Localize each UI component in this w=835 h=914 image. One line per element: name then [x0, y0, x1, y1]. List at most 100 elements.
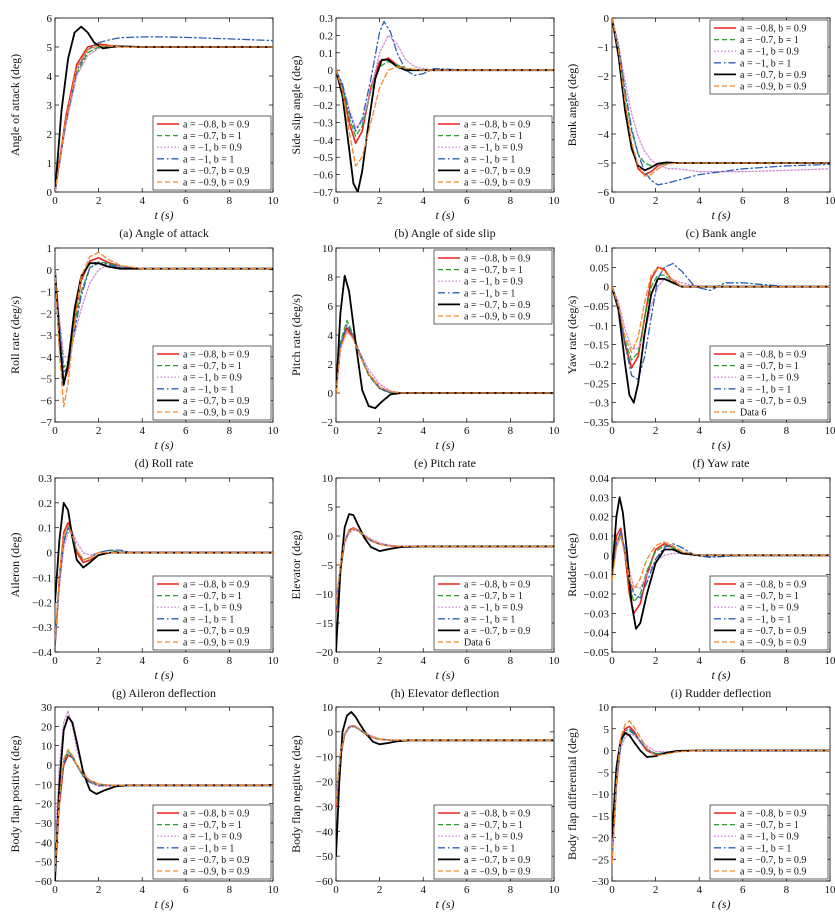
legend-entry: a = −0.7, b = 1	[183, 131, 242, 142]
legend-entry: a = −0.7, b = 1	[464, 131, 523, 142]
y-tick-label: 5	[47, 42, 53, 54]
y-tick-label: −6	[597, 187, 609, 199]
x-tick-label: 2	[653, 884, 659, 896]
legend: a = −0.8, b = 0.9a = −0.7, b = 1a = −1, …	[709, 575, 829, 651]
panel-b: 0 2 4 6 8 10 −0.7 −0.6 −0.5 −0.4 −0.3 −0.2 −0.1 0 0.1 0…	[289, 13, 560, 240]
legend-entry: a = −1, b = 1	[740, 614, 791, 625]
x-tick-label: 4	[420, 195, 426, 207]
legend-box	[152, 804, 272, 880]
legend: a = −0.8, b = 0.9a = −0.7, b = 1a = −1, …	[152, 804, 272, 880]
y-tick-label: −0.03	[584, 608, 610, 620]
y-tick-label: −1	[597, 42, 609, 54]
series-line-6	[336, 527, 554, 607]
y-tick-label: 1	[47, 158, 53, 170]
y-tick-label: −2	[40, 308, 52, 320]
y-tick-label: 0	[604, 13, 610, 25]
x-axis-label: t (s)	[436, 438, 455, 452]
series-line-6	[55, 748, 273, 872]
x-tick-label: 8	[784, 425, 790, 437]
y-tick-label: 0.02	[590, 512, 609, 524]
y-tick-label: 10	[322, 702, 334, 714]
y-tick-label: −0.5	[313, 152, 333, 164]
legend-entry: a = −1, b = 0.9	[740, 832, 799, 843]
series-line-5	[612, 732, 830, 839]
x-tick-label: 10	[549, 425, 561, 437]
y-tick-label: −0.4	[32, 647, 52, 659]
legend-entry: a = −1, b = 1	[183, 843, 234, 854]
panel-caption: (b) Angle of side slip	[394, 226, 495, 240]
legend-box	[433, 249, 553, 325]
legend-entry: a = −1, b = 0.9	[464, 832, 523, 843]
x-tick-label: 2	[377, 655, 383, 667]
x-tick-label: 10	[825, 195, 835, 207]
x-axis-label: t (s)	[436, 897, 455, 911]
x-tick-label: 0	[333, 884, 339, 896]
x-tick-label: 10	[268, 425, 280, 437]
y-tick-label: 0	[604, 550, 610, 562]
legend-entry: a = −0.7, b = 0.9	[464, 166, 530, 177]
y-tick-label: −5	[597, 158, 609, 170]
y-tick-label: −2	[321, 417, 333, 429]
legend-entry: a = −0.7, b = 1	[740, 591, 799, 602]
x-tick-label: 6	[740, 655, 746, 667]
y-tick-label: −4	[597, 129, 609, 141]
x-tick-label: 10	[549, 884, 561, 896]
legend-entry: a = −0.7, b = 1	[740, 35, 799, 46]
x-axis-label: t (s)	[155, 668, 174, 682]
legend-box	[709, 19, 829, 95]
y-tick-label: −5	[597, 767, 609, 779]
y-tick-label: −0.25	[584, 378, 610, 390]
x-tick-label: 10	[268, 884, 280, 896]
panel-caption: (d) Roll rate	[135, 456, 194, 470]
y-tick-label: −0.2	[589, 359, 609, 371]
x-axis-label: t (s)	[436, 668, 455, 682]
series-line-4	[612, 531, 830, 599]
y-tick-label: −0.3	[313, 117, 333, 129]
y-tick-label: −0.1	[32, 572, 52, 584]
legend: a = −0.8, b = 0.9a = −0.7, b = 1a = −1, …	[433, 804, 553, 880]
x-axis-label: t (s)	[436, 208, 455, 222]
legend: a = −0.8, b = 0.9a = −0.7, b = 1a = −1, …	[433, 249, 553, 325]
y-tick-label: −0.2	[313, 100, 333, 112]
y-tick-label: 1	[47, 243, 53, 255]
x-tick-label: 2	[96, 195, 102, 207]
x-tick-label: 4	[139, 655, 145, 667]
y-tick-label: 5	[604, 724, 610, 736]
x-tick-label: 0	[333, 195, 339, 207]
legend: a = −0.8, b = 0.9a = −0.7, b = 1a = −1, …	[709, 19, 829, 95]
legend-entry: a = −0.7, b = 1	[183, 591, 242, 602]
x-tick-label: 8	[784, 195, 790, 207]
legend: a = −0.8, b = 0.9a = −0.7, b = 1a = −1, …	[152, 575, 272, 651]
x-tick-label: 8	[508, 425, 514, 437]
legend-entry: a = −1, b = 1	[740, 58, 791, 69]
panel-l: 0 2 4 6 8 10 −30 −25 −20 −15 −10 −5 0 5 10 a = −0.8, b …	[565, 702, 835, 911]
x-tick-label: 10	[825, 655, 835, 667]
series-group	[55, 25, 273, 192]
legend-entry: a = −1, b = 0.9	[740, 373, 799, 384]
legend-entry: a = −0.7, b = 0.9	[740, 855, 806, 866]
y-tick-label: −0.05	[584, 301, 610, 313]
y-tick-label: 2	[47, 129, 53, 141]
legend-entry: a = −1, b = 1	[464, 614, 515, 625]
panel-caption: (c) Bank angle	[686, 226, 757, 240]
y-tick-label: 0	[604, 282, 610, 294]
legend-entry: a = −1, b = 1	[183, 384, 234, 395]
x-tick-label: 6	[183, 655, 189, 667]
y-axis-label: Body flap positive (deg)	[8, 736, 22, 853]
panel-i: 0 2 4 6 8 10 −0.05 −0.04 −0.03 −0.02 −0.01 0 0.01 0.0…	[565, 473, 835, 700]
x-tick-label: 2	[653, 425, 659, 437]
y-tick-label: 0.04	[590, 473, 610, 485]
panel-caption: (h) Elevator deflection	[391, 686, 500, 700]
y-tick-label: 30	[41, 702, 53, 714]
series-group	[336, 513, 554, 652]
y-tick-label: −10	[316, 589, 334, 601]
legend-entry: a = −0.9, b = 0.9	[740, 82, 806, 93]
y-tick-label: −20	[35, 799, 53, 811]
series-group	[612, 18, 830, 186]
x-tick-label: 10	[549, 655, 561, 667]
y-tick-label: 0	[328, 65, 334, 77]
y-axis-label: Elevator (deg)	[289, 531, 303, 600]
legend-entry: a = −1, b = 1	[740, 384, 791, 395]
